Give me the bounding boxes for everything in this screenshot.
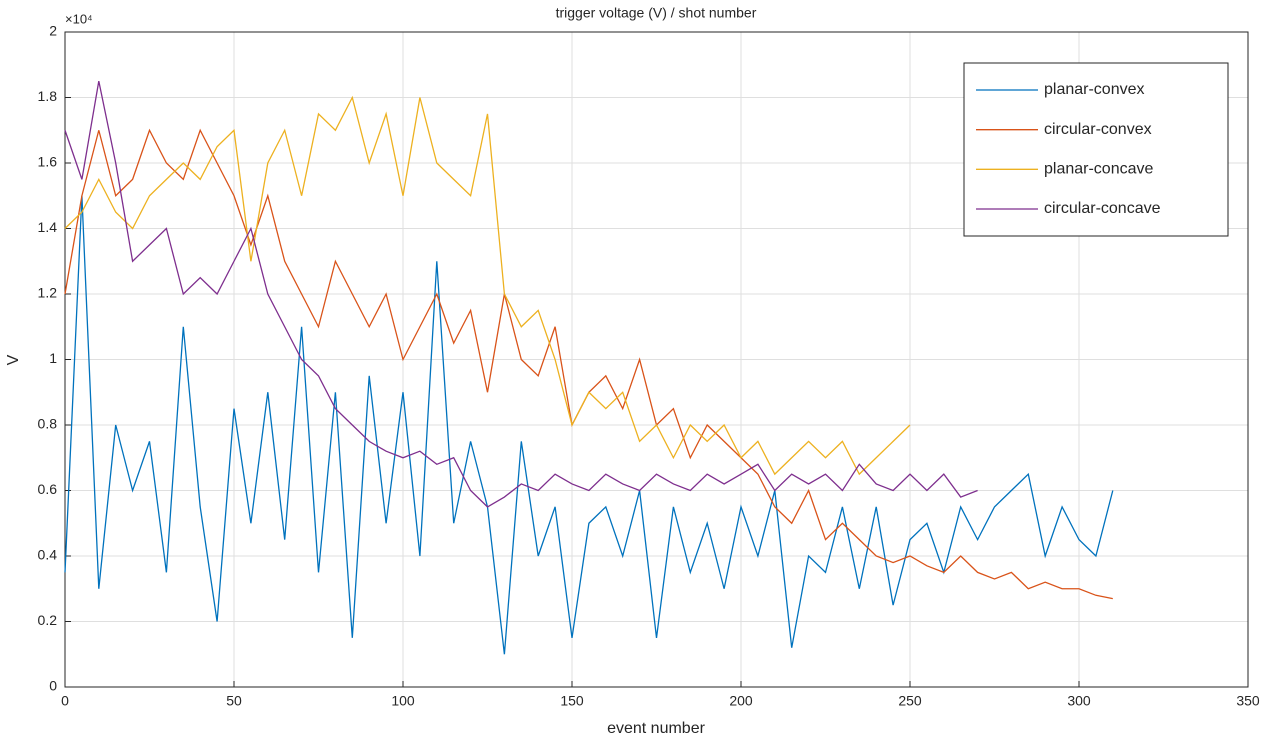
y-tick-label: 2 xyxy=(49,23,57,39)
data-line xyxy=(64,80,978,508)
y-tick-label: 0.6 xyxy=(38,481,58,497)
chart-title: trigger voltage (V) / shot number xyxy=(556,5,757,21)
y-tick-label: 0.4 xyxy=(38,547,58,563)
legend-label: planar-concave xyxy=(1044,161,1154,178)
x-tick-label: 100 xyxy=(391,693,415,709)
plot-frame xyxy=(64,31,1249,688)
legend-label: circular-convex xyxy=(1044,121,1152,138)
x-tick-label: 300 xyxy=(1067,693,1091,709)
x-tick-label: 50 xyxy=(226,693,242,709)
x-tick-label: 250 xyxy=(898,693,922,709)
y-scale-label: ×10⁴ xyxy=(65,11,93,26)
x-tick-label: 350 xyxy=(1236,693,1260,709)
y-axis-label: V xyxy=(5,354,22,365)
legend-label: circular-concave xyxy=(1044,200,1161,217)
x-tick-label: 200 xyxy=(729,693,753,709)
y-tick-label: 1.2 xyxy=(38,285,58,301)
x-tick-label: 0 xyxy=(61,693,69,709)
y-tick-label: 0 xyxy=(49,678,57,694)
x-axis-label: event number xyxy=(607,720,706,737)
legend-box xyxy=(963,62,1229,237)
y-tick-label: 0.2 xyxy=(38,612,58,628)
data-line xyxy=(64,195,1114,655)
y-tick-label: 1.6 xyxy=(38,154,58,170)
y-tick-label: 1.4 xyxy=(38,219,58,235)
y-tick-label: 0.8 xyxy=(38,416,58,432)
legend-label: planar-convex xyxy=(1044,81,1145,98)
y-tick-label: 1 xyxy=(49,350,57,366)
y-tick-label: 1.8 xyxy=(38,88,58,104)
data-line xyxy=(64,95,911,476)
x-tick-label: 150 xyxy=(560,693,584,709)
